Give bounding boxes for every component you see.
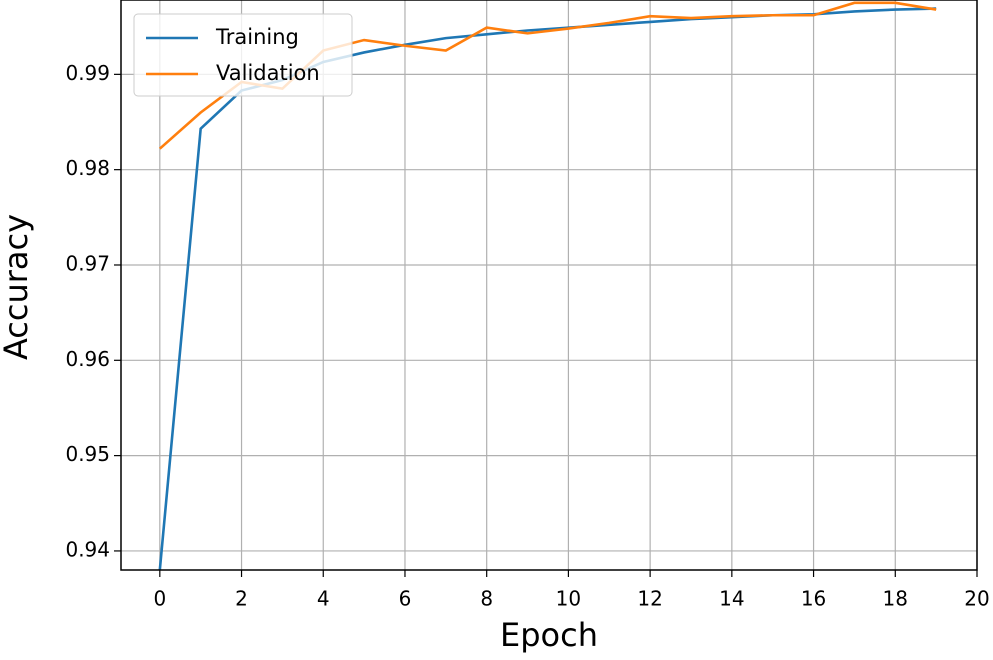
x-axis-label: Epoch — [500, 616, 598, 654]
y-tick-label: 0.97 — [65, 251, 110, 275]
legend-box — [133, 13, 353, 97]
x-tick-label: 18 — [883, 587, 908, 611]
y-tick-label: 0.99 — [65, 61, 110, 85]
x-tick-label: 2 — [235, 587, 248, 611]
plot-frame — [120, 0, 978, 571]
x-tick-label: 6 — [399, 587, 412, 611]
y-tick-label: 0.94 — [65, 537, 110, 561]
legend-label: Training — [215, 25, 299, 49]
x-tick-label: 10 — [556, 587, 581, 611]
y-axis-label: Accuracy — [0, 214, 35, 360]
x-tick-label: 20 — [964, 587, 989, 611]
x-tick-label: 14 — [719, 587, 744, 611]
x-tick-label: 8 — [480, 587, 493, 611]
x-tick-label: 12 — [637, 587, 662, 611]
x-tick-label: 0 — [153, 587, 166, 611]
x-tick-label: 4 — [317, 587, 330, 611]
x-tick-label: 16 — [801, 587, 826, 611]
y-tick-label: 0.96 — [65, 347, 110, 371]
y-tick-label: 0.95 — [65, 442, 110, 466]
y-tick-label: 0.98 — [65, 156, 110, 180]
legend-label: Validation — [216, 61, 320, 85]
